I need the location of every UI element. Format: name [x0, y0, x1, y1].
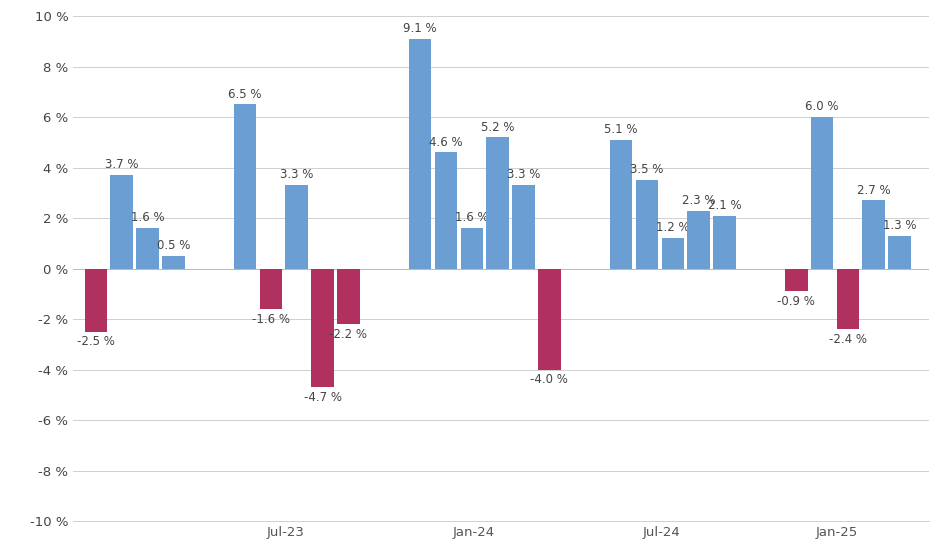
Text: 9.1 %: 9.1 %	[403, 22, 437, 35]
Text: -1.6 %: -1.6 %	[252, 313, 290, 326]
Text: 3.3 %: 3.3 %	[507, 168, 540, 182]
Text: 3.7 %: 3.7 %	[105, 158, 138, 172]
Bar	[136, 228, 159, 268]
Bar	[713, 216, 736, 268]
Text: 2.1 %: 2.1 %	[708, 199, 742, 212]
Text: 1.6 %: 1.6 %	[455, 211, 489, 224]
Text: 6.0 %: 6.0 %	[806, 100, 838, 113]
Bar	[687, 211, 710, 268]
Bar	[538, 268, 560, 370]
Bar	[311, 268, 334, 387]
Bar	[286, 185, 308, 268]
Bar	[512, 185, 535, 268]
Bar	[259, 268, 282, 309]
Bar	[110, 175, 133, 268]
Bar	[461, 228, 483, 268]
Text: -0.9 %: -0.9 %	[777, 295, 815, 308]
Bar	[635, 180, 658, 268]
Bar	[662, 238, 684, 268]
Bar	[863, 200, 885, 268]
Text: 1.3 %: 1.3 %	[883, 219, 916, 232]
Text: 4.6 %: 4.6 %	[430, 136, 462, 148]
Text: -2.4 %: -2.4 %	[829, 333, 867, 346]
Text: -2.2 %: -2.2 %	[329, 328, 368, 341]
Bar	[785, 268, 807, 292]
Bar	[837, 268, 859, 329]
Text: -4.0 %: -4.0 %	[530, 373, 569, 386]
Bar	[162, 256, 184, 268]
Text: 1.6 %: 1.6 %	[131, 211, 164, 224]
Text: 6.5 %: 6.5 %	[228, 87, 262, 101]
Text: 1.2 %: 1.2 %	[656, 222, 690, 234]
Bar	[435, 152, 457, 268]
Text: -4.7 %: -4.7 %	[304, 391, 341, 404]
Bar	[234, 104, 257, 268]
Bar	[888, 236, 911, 268]
Text: 2.7 %: 2.7 %	[857, 184, 890, 196]
Text: 3.3 %: 3.3 %	[280, 168, 313, 182]
Text: 5.1 %: 5.1 %	[604, 123, 638, 136]
Text: 0.5 %: 0.5 %	[157, 239, 190, 252]
Bar	[85, 268, 107, 332]
Text: 2.3 %: 2.3 %	[682, 194, 715, 207]
Text: -2.5 %: -2.5 %	[77, 336, 115, 349]
Bar	[610, 140, 633, 268]
Bar	[811, 117, 834, 268]
Text: 3.5 %: 3.5 %	[631, 163, 664, 177]
Bar	[337, 268, 360, 324]
Bar	[486, 138, 509, 268]
Text: 5.2 %: 5.2 %	[481, 120, 514, 134]
Bar	[409, 39, 431, 268]
